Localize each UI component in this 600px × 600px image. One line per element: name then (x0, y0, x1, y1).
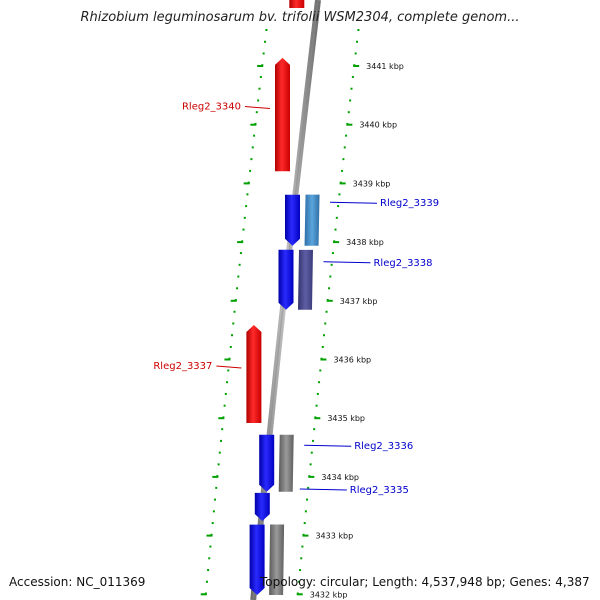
ruler-label: 3433 kbp (315, 532, 353, 541)
ruler-label: 3438 kbp (346, 238, 384, 247)
gene-leader-line (330, 201, 378, 204)
ruler-label: 3440 kbp (359, 121, 397, 130)
gene-label[interactable]: Rleg2_3339 (380, 198, 439, 209)
feature-block (278, 434, 294, 492)
ruler-label: 3437 kbp (340, 297, 378, 306)
feature-block (297, 249, 313, 310)
gene-label[interactable]: Rleg2_3336 (354, 441, 413, 452)
gene-leader-line (299, 488, 347, 491)
gene-label[interactable]: Rleg2_3337 (153, 361, 212, 372)
ruler: 3441 kbp 3440 kbp 3439 kbp 3438 kbp 3437 kbp… (200, 29, 404, 599)
gene-Rleg2_3339[interactable] (285, 194, 300, 246)
gene-Rleg2_3336[interactable] (259, 434, 275, 492)
ruler-label: 3441 kbp (366, 62, 404, 71)
gene-leader-line (216, 365, 242, 369)
gene-leader-line (323, 261, 371, 264)
ruler-label: 3436 kbp (333, 356, 371, 365)
feature-block (269, 524, 285, 595)
gene-Rleg2_3337[interactable] (246, 325, 262, 423)
ruler-label: 3439 kbp (353, 179, 391, 188)
accession-label: Accession: NC_011369 (9, 575, 146, 589)
gene-labels: Rleg2_3340 Rleg2_3339 Rleg2_3338 Rleg2_3337… (153, 102, 439, 496)
ruler-label: 3435 kbp (327, 414, 365, 423)
gene-leader-line (304, 444, 352, 447)
map-title: Rhizobium leguminosarum bv. trifolii WSM… (80, 10, 520, 25)
gene-arrow[interactable] (249, 524, 265, 595)
feature-block (304, 194, 320, 246)
gene-label[interactable]: Rleg2_3340 (182, 102, 241, 113)
gene-track (246, 0, 305, 595)
ruler-label: 3432 kbp (310, 590, 348, 599)
feature-track (269, 194, 320, 595)
gene-leader-line (244, 106, 271, 110)
gene-Rleg2_3340[interactable] (275, 57, 290, 172)
topology-label: Topology: circular; Length: 4,537,948 bp… (260, 575, 590, 589)
gene-label[interactable]: Rleg2_3335 (350, 485, 409, 496)
gene-Rleg2_3335[interactable] (254, 492, 270, 521)
gene-arrow[interactable] (289, 0, 305, 8)
gene-label[interactable]: Rleg2_3338 (373, 258, 432, 269)
ruler-label: 3434 kbp (321, 473, 359, 482)
gene-Rleg2_3338[interactable] (278, 249, 294, 310)
